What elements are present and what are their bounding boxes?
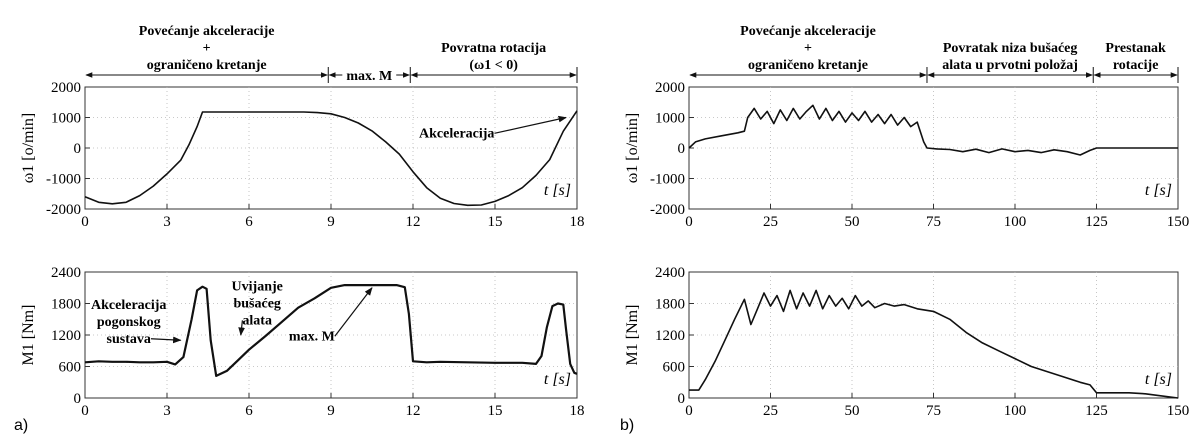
series-line-0	[689, 289, 1179, 399]
annotation-label: sustava	[107, 332, 151, 347]
x-tick-label: 9	[327, 403, 335, 419]
x-axis-label: t [s]	[544, 182, 571, 199]
x-tick-label: 18	[570, 403, 585, 419]
y-tick-label: 1200	[655, 328, 685, 344]
y-tick-label: 1200	[51, 328, 81, 344]
y-axis-label: ω1 [o/min]	[20, 113, 37, 184]
x-tick-label: 12	[406, 214, 421, 230]
x-tick-label: 100	[1004, 214, 1027, 230]
x-tick-label: 3	[163, 214, 171, 230]
phase-label: max. M	[346, 69, 392, 84]
x-tick-label: 0	[685, 403, 693, 419]
y-tick-label: 0	[74, 391, 82, 407]
annotation-label: pogonskog	[97, 315, 161, 330]
x-tick-label: 18	[570, 214, 585, 230]
y-tick-label: 1000	[51, 111, 81, 127]
annotation-label: alata	[242, 313, 272, 328]
x-tick-label: 0	[81, 403, 89, 419]
y-axis-label: M1 [Nm]	[20, 305, 37, 366]
phase-label: Povratna rotacija	[441, 41, 546, 56]
y-tick-label: -2000	[650, 202, 685, 218]
x-tick-label: 6	[245, 403, 253, 419]
phase-label: Prestanak	[1105, 41, 1166, 56]
x-tick-label: 75	[926, 214, 941, 230]
chart-a_bottom: 2400 1800 1200 600 00 3 6 9 12 15 18 M1 [Nm] t [s] Ak…	[20, 265, 585, 419]
y-axis-label: M1 [Nm]	[624, 305, 641, 366]
phase-label: Povećanje akceleracije	[139, 24, 275, 39]
annotation-arrow	[494, 115, 567, 134]
phase-label: alata u prvotni položaj	[942, 58, 1078, 73]
y-tick-label: 0	[678, 141, 686, 157]
annotation-arrow	[334, 287, 373, 337]
annotation-label: Uvijanje	[232, 279, 283, 294]
x-tick-label: 9	[327, 214, 335, 230]
phase-label-bg	[342, 68, 397, 85]
y-axis-label: ω1 [o/min]	[624, 113, 641, 184]
series-line-0	[688, 104, 1178, 156]
phase-label: (ω1 < 0)	[469, 58, 518, 73]
phase-label: rotacije	[1113, 58, 1159, 73]
y-tick-label: 2000	[655, 80, 685, 96]
y-tick-label: 1800	[51, 297, 81, 313]
phase-label: ograničeno kretanje	[748, 58, 868, 73]
x-tick-label: 3	[163, 403, 171, 419]
annotation-label: bušaćeg	[233, 296, 280, 311]
x-tick-label: 125	[1085, 403, 1108, 419]
annotation-label: max. M	[289, 329, 335, 344]
y-tick-label: 600	[59, 360, 82, 376]
phase-label: +	[804, 41, 812, 56]
x-tick-label: 0	[81, 214, 89, 230]
x-tick-label: 15	[488, 403, 503, 419]
panel-label-b: b)	[620, 417, 634, 434]
series-line-0	[84, 284, 578, 377]
x-tick-label: 0	[685, 214, 693, 230]
x-tick-label: 25	[763, 214, 778, 230]
y-tick-label: -1000	[46, 172, 81, 188]
series-line-0	[84, 110, 578, 207]
x-axis-label: t [s]	[1145, 371, 1172, 388]
x-tick-label: 75	[926, 403, 941, 419]
panel-label-a: a)	[14, 417, 28, 434]
y-tick-label: 0	[74, 141, 82, 157]
annotation-arrow	[150, 336, 182, 344]
phase-label: +	[203, 41, 211, 56]
annotation-label: Akceleracija	[419, 126, 494, 141]
y-tick-label: 1800	[655, 297, 685, 313]
x-tick-label: 150	[1167, 214, 1190, 230]
x-axis-label: t [s]	[544, 371, 571, 388]
x-tick-label: 12	[406, 403, 421, 419]
y-tick-label: 2400	[655, 265, 685, 281]
x-tick-label: 50	[845, 214, 860, 230]
y-tick-label: 1000	[655, 111, 685, 127]
y-tick-label: -1000	[650, 172, 685, 188]
annotation-arrow	[238, 320, 245, 336]
y-tick-label: 2400	[51, 265, 81, 281]
x-axis-label: t [s]	[1145, 182, 1172, 199]
phase-label: ograničeno kretanje	[147, 58, 267, 73]
x-tick-label: 15	[488, 214, 503, 230]
x-tick-label: 50	[845, 403, 860, 419]
y-tick-label: 600	[663, 360, 686, 376]
y-tick-label: 2000	[51, 80, 81, 96]
x-tick-label: 25	[763, 403, 778, 419]
x-tick-label: 6	[245, 214, 253, 230]
y-tick-label: -2000	[46, 202, 81, 218]
x-tick-label: 125	[1085, 214, 1108, 230]
annotation-label: Akceleracija	[91, 298, 166, 313]
chart-b_bottom: 2400 1800 1200 600 00 25 50 75 100 125 150 M1 [Nm] t…	[624, 265, 1189, 419]
y-tick-label: 0	[678, 391, 686, 407]
x-tick-label: 150	[1167, 403, 1190, 419]
phase-label: Povratak niza bušaćeg	[943, 41, 1078, 56]
phase-label: Povećanje akceleracije	[740, 24, 876, 39]
x-tick-label: 100	[1004, 403, 1027, 419]
